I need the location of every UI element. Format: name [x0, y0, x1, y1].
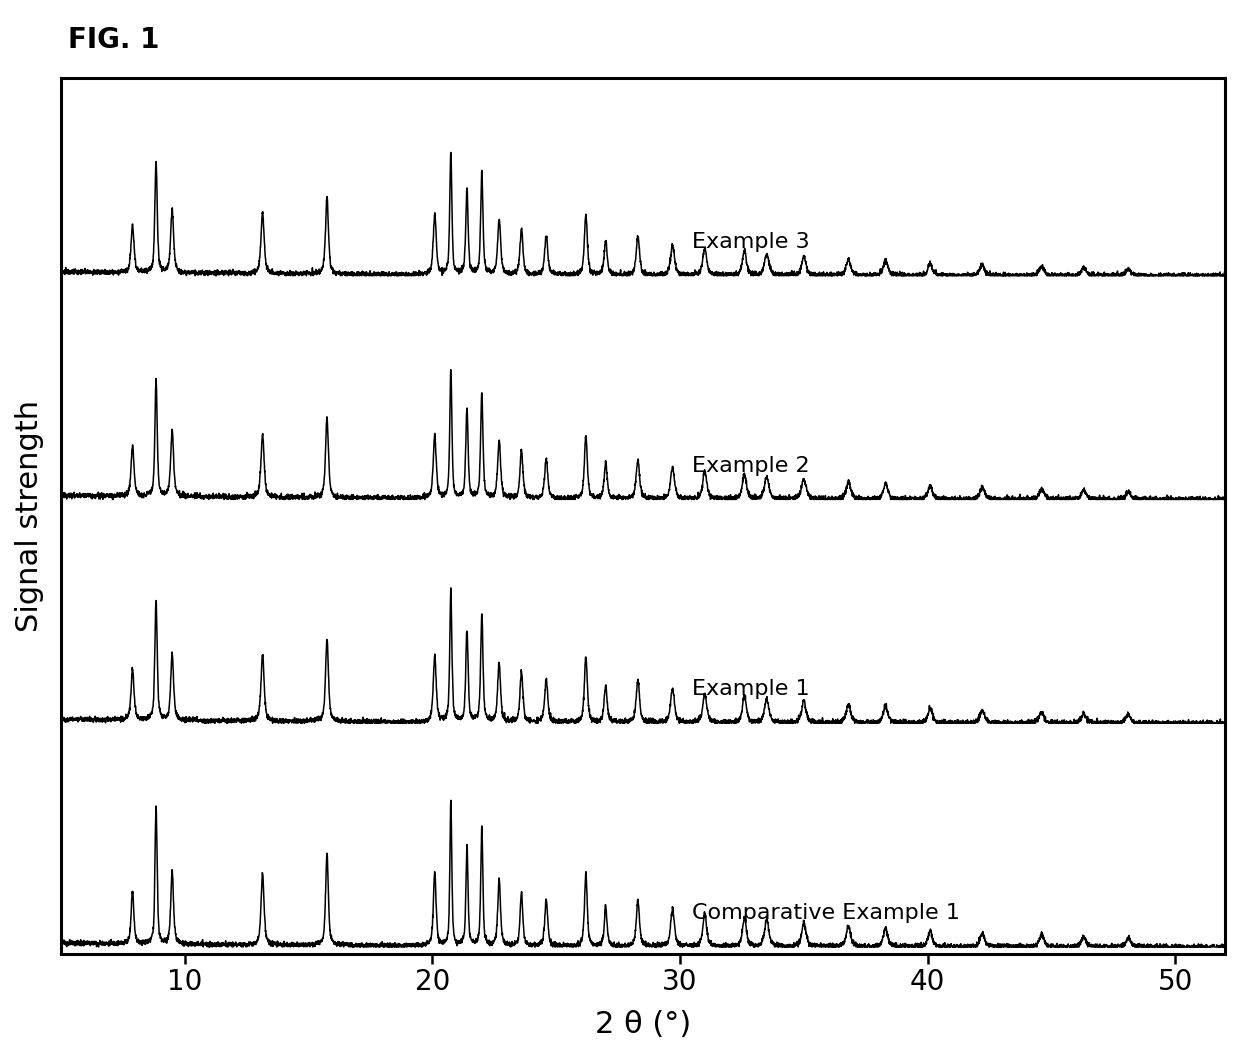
Text: Example 3: Example 3: [692, 232, 810, 252]
Text: Comparative Example 1: Comparative Example 1: [692, 903, 960, 923]
Text: FIG. 1: FIG. 1: [68, 26, 160, 55]
Text: Example 1: Example 1: [692, 680, 810, 700]
X-axis label: 2 θ (°): 2 θ (°): [595, 1010, 691, 1039]
Y-axis label: Signal strength: Signal strength: [15, 399, 43, 632]
Text: Example 2: Example 2: [692, 455, 810, 475]
